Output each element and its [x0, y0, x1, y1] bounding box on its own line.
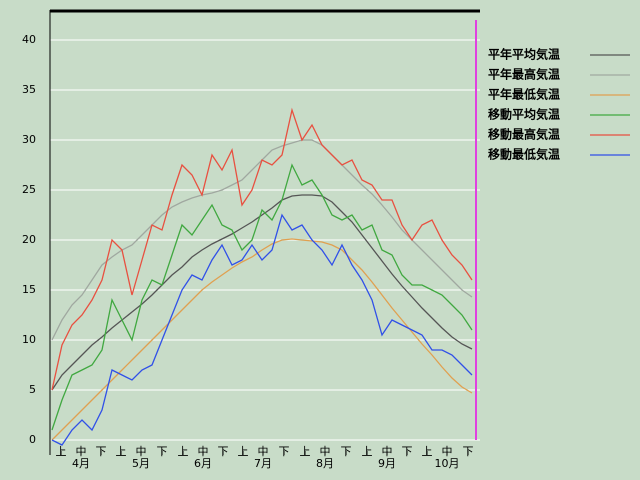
x-tick-label: 上	[362, 445, 373, 458]
legend-label: 平年最低気温	[488, 87, 560, 102]
x-tick-label: 下	[96, 445, 107, 458]
legend-label: 平年平均気温	[488, 47, 560, 62]
x-tick-label: 中	[382, 445, 393, 458]
month-label: 4月	[72, 457, 90, 470]
x-tick-label: 下	[218, 445, 229, 458]
legend-label: 移動最低気温	[488, 147, 560, 162]
y-tick-label: 5	[29, 383, 36, 396]
y-tick-label: 30	[22, 133, 36, 146]
y-tick-label: 0	[29, 433, 36, 446]
x-tick-label: 下	[341, 445, 352, 458]
legend-label: 平年最高気温	[488, 67, 560, 82]
x-tick-label: 上	[56, 445, 67, 458]
y-tick-label: 35	[22, 83, 36, 96]
x-tick-label: 上	[116, 445, 127, 458]
legend-label: 移動平均気温	[488, 107, 560, 122]
x-tick-label: 下	[402, 445, 413, 458]
month-label: 8月	[316, 457, 334, 470]
y-tick-label: 40	[22, 33, 36, 46]
series-line	[51, 107, 473, 391]
month-label: 7月	[254, 457, 272, 470]
month-label: 9月	[378, 457, 396, 470]
x-tick-label: 下	[157, 445, 168, 458]
series-line	[51, 213, 473, 446]
month-label: 6月	[194, 457, 212, 470]
legend-label: 移動最高気温	[488, 127, 560, 142]
x-tick-label: 中	[136, 445, 147, 458]
x-tick-label: 下	[463, 445, 474, 458]
x-tick-label: 中	[198, 445, 209, 458]
month-label: 10月	[435, 457, 460, 470]
x-tick-label: 中	[320, 445, 331, 458]
y-tick-label: 15	[22, 283, 36, 296]
series-line	[51, 163, 473, 431]
x-tick-label: 中	[442, 445, 453, 458]
x-tick-label: 中	[76, 445, 87, 458]
y-tick-label: 10	[22, 333, 36, 346]
y-tick-label: 20	[22, 233, 36, 246]
month-label: 5月	[132, 457, 150, 470]
x-tick-label: 上	[178, 445, 189, 458]
x-tick-label: 上	[300, 445, 311, 458]
x-tick-label: 上	[238, 445, 249, 458]
y-tick-label: 25	[22, 183, 36, 196]
x-tick-label: 下	[279, 445, 290, 458]
series-line	[51, 238, 473, 441]
grid	[50, 39, 480, 441]
x-tick-label: 上	[422, 445, 433, 458]
x-tick-label: 中	[258, 445, 269, 458]
